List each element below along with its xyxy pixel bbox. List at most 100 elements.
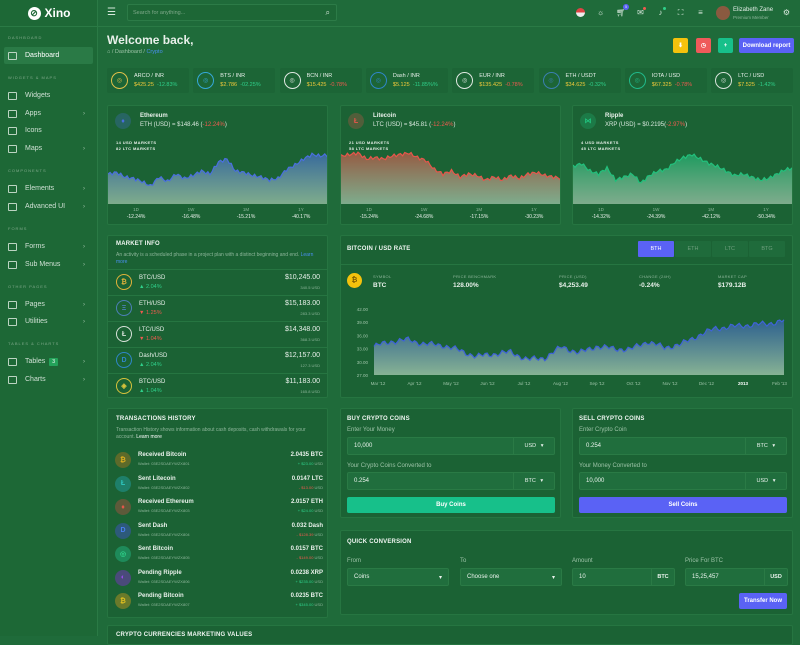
usd-markets: 4 USD MARKETS bbox=[581, 140, 619, 145]
sidebar-section-label: OTHER PAGES bbox=[8, 284, 48, 289]
buy-input-1[interactable]: 10,000 USD ▾ bbox=[347, 437, 555, 455]
usd-markets: 14 USD MARKETS bbox=[116, 140, 157, 145]
buy-coins-button[interactable]: Buy Coins bbox=[347, 497, 555, 513]
period-label: 1Y bbox=[298, 207, 304, 212]
transactions-title: TRANSACTIONS HISTORY bbox=[116, 416, 196, 422]
avatar[interactable] bbox=[716, 6, 730, 20]
transaction-row[interactable]: ◎ Sent Bitcoin Wallet: 03E2SDAEYWZX805 0… bbox=[108, 543, 329, 565]
transaction-row[interactable]: ♦ Received Ethereum Wallet: 03E2SDAEYWZX… bbox=[108, 496, 329, 518]
market-change: ▲ 2.04% bbox=[139, 362, 162, 368]
clock-button[interactable]: ◷ bbox=[696, 38, 711, 53]
sidebar-item-label: Utilities bbox=[25, 318, 48, 325]
bell-icon[interactable]: ♪ bbox=[656, 7, 666, 17]
to-select[interactable]: Choose one ▾ bbox=[460, 568, 562, 586]
ticker-card[interactable]: ◎ ARCO / INR $425.25 -12.83% bbox=[107, 68, 189, 93]
cart-icon[interactable]: 🛒︎ 5 bbox=[616, 4, 629, 17]
us-flag-icon[interactable] bbox=[576, 8, 585, 17]
ticker-card[interactable]: ◎ ETH / USDT $34.625 -0.32% bbox=[538, 68, 621, 93]
download-icon-button[interactable]: ⬇ bbox=[673, 38, 688, 53]
ticker-card[interactable]: ◎ BCN / INR $15.425 -0.78% bbox=[279, 68, 362, 93]
market-volume: 368.3 USD bbox=[300, 337, 320, 342]
sidebar-item-maps[interactable]: Maps › bbox=[4, 140, 93, 157]
ticker-card[interactable]: ◎ Dash / INR $5.125 -11.85%% bbox=[365, 68, 448, 93]
sell-coins-button[interactable]: Sell Coins bbox=[579, 497, 787, 513]
sidebar-item-icons[interactable]: Icons bbox=[4, 122, 93, 139]
ticker-card[interactable]: ◎ EUR / INR $135.425 -0.78% bbox=[452, 68, 535, 93]
market-change: ▼ 1.04% bbox=[139, 336, 162, 342]
transaction-row[interactable]: ₿ Received Bitcoin Wallet: 03E2SDAEYWZX8… bbox=[108, 449, 329, 471]
brand-name: Xino bbox=[44, 6, 71, 20]
market-row[interactable]: ◈ BTC/USD ▲ 1.04% $11,183.00 165.8 USD bbox=[108, 373, 327, 399]
coin-quote: ETH (USD) = $148.46 (-12.24%) bbox=[140, 122, 227, 128]
ticker-card[interactable]: ◎ LTC / USD $7.525 -1.42% bbox=[711, 68, 794, 93]
search-input[interactable]: Search for anything... ⌕ bbox=[127, 4, 337, 21]
tab-eth[interactable]: ETH bbox=[675, 241, 711, 257]
sell-unit-select-1[interactable]: BTC ▾ bbox=[745, 438, 786, 454]
market-row[interactable]: D Dash/USD ▲ 2.04% $12,157.00 127.3 USD bbox=[108, 347, 327, 373]
globe-icon bbox=[8, 202, 17, 211]
period-label: 1Y bbox=[531, 207, 537, 212]
sidebar-item-sub-menus[interactable]: Sub Menus › bbox=[4, 256, 93, 273]
from-select[interactable]: Coins ▾ bbox=[347, 568, 449, 586]
breadcrumb-dashboard[interactable]: Dashboard bbox=[114, 49, 142, 55]
list-icon[interactable]: ≡ bbox=[698, 8, 703, 17]
ticker-pair: BTS / INR bbox=[220, 73, 246, 79]
stat-value: $4,253.49 bbox=[559, 282, 588, 289]
sidebar-section-label: COMPONENTS bbox=[8, 168, 47, 173]
transaction-amount: 2.0435 BTC bbox=[290, 452, 323, 458]
buy-unit-select-2[interactable]: BTC ▾ bbox=[513, 473, 554, 489]
buy-unit-select-1[interactable]: USD ▾ bbox=[513, 438, 554, 454]
menu-toggle-icon[interactable]: ☰ bbox=[107, 7, 116, 18]
settings-icon[interactable]: ⚙ bbox=[782, 8, 791, 17]
transaction-row[interactable]: ₿ Pending Bitcoin Wallet: 03E2SDAEYWZX80… bbox=[108, 590, 329, 612]
period-change: -40.17% bbox=[291, 214, 311, 220]
market-row[interactable]: Ξ ETH/USD ▼ 1.25% $15,183.00 283.3 USD bbox=[108, 295, 327, 321]
mail-icon[interactable]: ✉ bbox=[636, 7, 646, 17]
download-report-button[interactable]: Download report bbox=[739, 38, 794, 53]
sell-input-1[interactable]: 0.254 BTC ▾ bbox=[579, 437, 787, 455]
home-icon[interactable]: ⌂ bbox=[107, 49, 111, 55]
sell-unit-select-2[interactable]: USD ▾ bbox=[745, 473, 786, 489]
sell-input-2[interactable]: 10,000 USD ▾ bbox=[579, 472, 787, 490]
tab-btg[interactable]: BTG bbox=[749, 241, 785, 257]
tab-bth[interactable]: BTH bbox=[638, 241, 674, 257]
transaction-row[interactable]: Ł Sent Litecoin Wallet: 03E2SDAEYWZX802 … bbox=[108, 473, 329, 495]
buy-input-2[interactable]: 0.254 BTC ▾ bbox=[347, 472, 555, 490]
sidebar-item-charts[interactable]: Charts › bbox=[4, 371, 93, 388]
period-label: 1M bbox=[707, 207, 715, 212]
chevron-right-icon: › bbox=[83, 243, 85, 250]
sidebar-item-pages[interactable]: Pages › bbox=[4, 296, 93, 313]
transfer-now-button[interactable]: Transfer Now bbox=[739, 593, 787, 609]
price-input[interactable]: 15,25,457 USD bbox=[685, 568, 788, 586]
fullscreen-icon[interactable]: ⛶ bbox=[677, 8, 684, 17]
sidebar-item-forms[interactable]: Forms › bbox=[4, 238, 93, 255]
sidebar-item-advanced-ui[interactable]: Advanced UI › bbox=[4, 198, 93, 215]
learn-more-link[interactable]: Learn more bbox=[136, 434, 162, 440]
add-button[interactable]: + bbox=[718, 38, 733, 53]
sidebar-item-utilities[interactable]: Utilities › bbox=[4, 313, 93, 330]
coin-icon: ◈ bbox=[116, 378, 132, 394]
ticker-card[interactable]: ◎ BTS / INR $2.786 -02.25% bbox=[193, 68, 276, 93]
sidebar-item-dashboard[interactable]: Dashboard bbox=[4, 47, 93, 64]
market-row[interactable]: ₿ BTC/USD ▲ 2.04% $10,245.00 340.5 USD bbox=[108, 269, 327, 295]
learn-more-link[interactable]: Learn more bbox=[116, 252, 314, 265]
transaction-row[interactable]: D Sent Dash Wallet: 03E2SDAEYWZX804 0.03… bbox=[108, 520, 329, 542]
coin-icon: ◎ bbox=[115, 546, 131, 562]
sidebar-item-tables[interactable]: Tables 3 › bbox=[4, 353, 93, 370]
x-tick-label: Apr '12 bbox=[407, 381, 422, 386]
user-name[interactable]: Elizabeth Zane bbox=[733, 7, 774, 13]
sparkline-chart bbox=[573, 153, 792, 204]
ticker-card[interactable]: ◎ IOTA / USD $67.325 -0.78% bbox=[624, 68, 707, 93]
sidebar-item-widgets[interactable]: Widgets bbox=[4, 87, 93, 104]
coin-name: Litecoin bbox=[373, 113, 397, 119]
brand-logo[interactable]: ⊘ Xino bbox=[0, 0, 98, 27]
tab-ltc[interactable]: LTC bbox=[712, 241, 748, 257]
transaction-row[interactable]: ◐ Pending Ripple Wallet: 03E2SDAEYWZX806… bbox=[108, 567, 329, 589]
sidebar-item-elements[interactable]: Elements › bbox=[4, 180, 93, 197]
market-volume: 127.3 USD bbox=[300, 363, 320, 368]
market-row[interactable]: Ł LTC/USD ▼ 1.04% $14,348.00 368.3 USD bbox=[108, 321, 327, 347]
sun-icon[interactable]: ☼ bbox=[596, 8, 605, 17]
search-icon[interactable]: ⌕ bbox=[325, 7, 330, 17]
amount-input[interactable]: 10 BTC bbox=[572, 568, 675, 586]
sidebar-item-apps[interactable]: Apps › bbox=[4, 105, 93, 122]
